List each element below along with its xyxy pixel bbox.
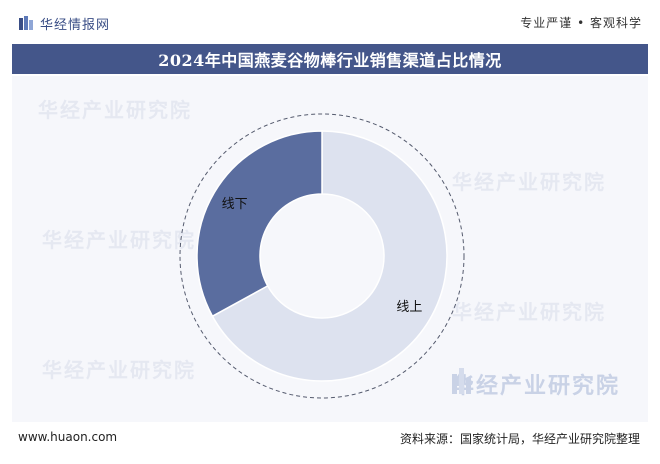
watermark-text: 华经产业研究院 <box>452 300 606 324</box>
donut-outer-ring <box>179 113 465 399</box>
footer: www.huaon.com 资料来源：国家统计局，华经产业研究院整理 <box>0 424 660 464</box>
watermark-text: 华经产业研究院 <box>452 170 606 194</box>
title-band: 2024年中国燕麦谷物棒行业销售渠道占比情况 <box>12 44 648 74</box>
donut-slice-offline <box>196 130 323 318</box>
huaon-logo-icon <box>451 368 471 394</box>
footer-url[interactable]: www.huaon.com <box>18 430 118 444</box>
watermark-brand: 华经产业研究院 <box>451 368 620 400</box>
data-source: 资料来源：国家统计局，华经产业研究院整理 <box>399 432 640 446</box>
donut-slice-online <box>211 130 448 382</box>
tagline: 专业严谨 • 客观科学 <box>520 16 642 30</box>
chart-area: 华经产业研究院 华经产业研究院 华经产业研究院 华经产业研究院 华经产业研究院 … <box>12 76 648 422</box>
logo: 华经情报网 <box>18 13 110 33</box>
slice-label-offline: 线下 <box>222 197 248 212</box>
logo-text: 华经情报网 <box>40 17 111 33</box>
watermark-text: 华经产业研究院 <box>38 98 192 122</box>
donut-chart: 线上 线下 <box>179 113 465 399</box>
watermark-brand-text: 华经产业研究院 <box>451 374 620 399</box>
slice-label-online: 线上 <box>396 300 422 315</box>
watermark-text: 华经产业研究院 <box>42 228 196 252</box>
top-bar: 华经情报网 专业严谨 • 客观科学 <box>0 0 660 44</box>
huaon-logo-icon <box>19 16 33 30</box>
watermark-text: 华经产业研究院 <box>42 358 196 382</box>
chart-title: 2024年中国燕麦谷物棒行业销售渠道占比情况 <box>158 51 502 70</box>
